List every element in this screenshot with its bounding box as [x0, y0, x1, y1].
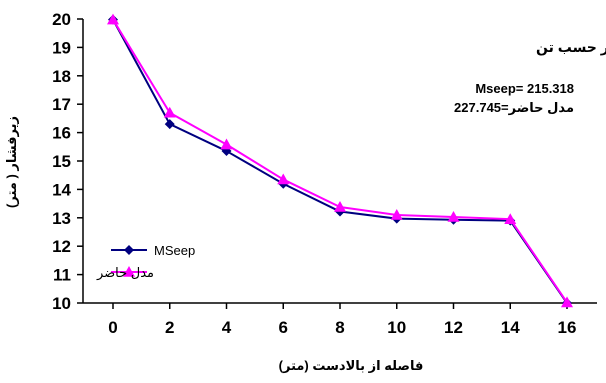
data-point	[107, 13, 119, 25]
legend: MSeep مدل حاضر	[96, 243, 195, 281]
data-point	[163, 106, 176, 118]
x-tick-label: 4	[222, 318, 232, 337]
data-point	[277, 173, 290, 185]
annotation-title: زيرفشار كل بر حسب تن	[536, 39, 606, 56]
x-axis-ticks: 0 2 4 6 8 10 12 14 16	[108, 303, 576, 337]
data-point	[447, 210, 460, 222]
y-tick-label: 11	[53, 266, 71, 285]
y-tick-label: 18	[52, 67, 71, 86]
annotation-mseep-value: Mseep= 215.318	[475, 81, 574, 96]
x-axis-title: فاصله از بالادست (متر)	[279, 358, 424, 373]
data-point	[561, 296, 573, 308]
series-mseep	[108, 14, 572, 308]
y-tick-label: 12	[52, 237, 71, 256]
legend-marker-model	[123, 266, 135, 277]
y-tick-label: 19	[52, 38, 71, 57]
x-tick-label: 16	[558, 318, 577, 337]
y-tick-label: 17	[52, 95, 71, 114]
x-tick-label: 10	[387, 318, 406, 337]
axes	[82, 19, 597, 304]
y-tick-label: 13	[52, 209, 71, 228]
y-tick-label: 20	[52, 10, 71, 29]
x-tick-label: 14	[501, 318, 520, 337]
series-line	[112, 19, 568, 304]
y-tick-label: 16	[52, 124, 71, 143]
legend-marker-mseep	[124, 245, 134, 255]
x-tick-label: 0	[108, 318, 117, 337]
data-point	[390, 208, 403, 220]
series-model	[107, 13, 573, 308]
data-point	[504, 213, 517, 225]
y-axis-ticks: 10 11 12 13 14 15 16 17 18 19 20	[52, 10, 83, 313]
data-point	[334, 201, 346, 212]
data-point	[164, 119, 175, 130]
legend-label-mseep: MSeep	[154, 243, 195, 258]
annotation-model-value: مدل حاضر=227.745	[454, 100, 574, 115]
series-layer	[107, 13, 573, 308]
annotation-block: زيرفشار كل بر حسب تن Mseep= 215.318 مدل …	[454, 39, 606, 115]
y-tick-label: 15	[52, 152, 71, 171]
y-tick-label: 10	[52, 294, 71, 313]
legend-item-mseep: MSeep	[111, 243, 195, 258]
x-tick-label: 2	[165, 318, 174, 337]
y-tick-label: 14	[52, 180, 71, 199]
y-axis-title: زيرفشار ( متر)	[4, 116, 19, 208]
series-line	[112, 19, 568, 303]
x-tick-label: 12	[444, 318, 463, 337]
legend-label-model: مدل حاضر	[96, 265, 154, 281]
x-tick-label: 8	[335, 318, 344, 337]
legend-item-model: مدل حاضر	[96, 265, 154, 281]
x-tick-label: 6	[279, 318, 288, 337]
data-point	[220, 138, 233, 150]
